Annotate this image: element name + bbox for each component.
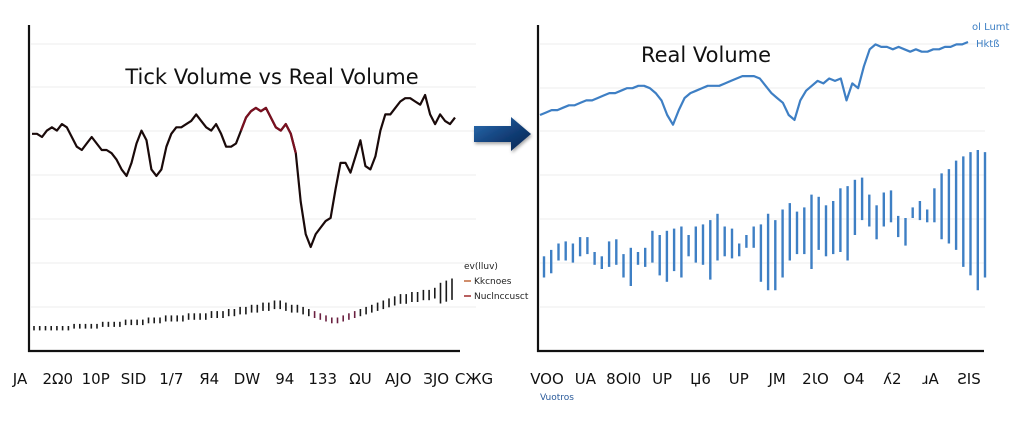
left-x-tick-label: 10P [82, 370, 110, 388]
right-x-tick-label: UP [729, 370, 749, 388]
tick-volume-line-highlight [239, 106, 297, 154]
right-x-tick-label: VOO [530, 370, 564, 388]
real-volume-chart: Real Volume VOO UA 8Ol0 UP Џ6 UP JM 2ƖO O4 ʎ2 ɹA ƧI… [530, 22, 1009, 403]
left-x-tick-label: ЗJO [423, 370, 449, 388]
tick-vs-real-volume-chart: Tick Volume vs Real Volume JA 2Ω0 10P SID 1/… [12, 25, 529, 388]
real-volume-line [539, 40, 969, 126]
right-x-tick-label: 8Ol0 [606, 370, 641, 388]
left-x-tick-label: 133 [308, 370, 337, 388]
left-x-tick-label: 2Ω0 [43, 370, 74, 388]
right-x-tick-label: ɹA [922, 370, 939, 388]
right-x-tick-labels: VOO UA 8Ol0 UP Џ6 UP JM 2ƖO O4 ʎ2 ɹA ƧIS [530, 370, 981, 388]
left-x-tick-label: CЖG [455, 370, 493, 388]
left-x-tick-label: 1/7 [159, 370, 183, 388]
right-x-tick-label: Џ6 [690, 370, 711, 388]
left-legend-entry-1: Kkcnoes [474, 277, 512, 287]
right-chart-title: Real Volume [641, 43, 771, 67]
tick-volume-line [32, 93, 456, 249]
left-x-tick-label: Я4 [199, 370, 219, 388]
left-legend: ev(lluv) Kkcnoes Nuclnccusct [464, 262, 529, 302]
right-volume-bars [542, 150, 987, 291]
left-x-tick-label: ΩU [349, 370, 371, 388]
right-x-tick-label: ƧIS [957, 370, 980, 388]
right-legend: ol Lumt Hktß [972, 22, 1010, 50]
left-x-tick-label: SID [121, 370, 147, 388]
right-x-tick-label: O4 [843, 370, 864, 388]
left-legend-entry-0: ev(lluv) [464, 262, 498, 272]
right-x-tick-label: UP [652, 370, 672, 388]
left-gridlines [31, 43, 476, 308]
left-x-tick-label: JA [12, 370, 28, 388]
right-legend-entry-1: Hktß [976, 39, 1000, 50]
left-x-tick-label: AJO [385, 370, 412, 388]
left-x-tick-labels: JA 2Ω0 10P SID 1/7 Я4 DW 94 133 ΩU AJO ЗJO CЖG [12, 370, 493, 388]
left-volume-bars [33, 278, 453, 331]
left-x-tick-label: 94 [275, 370, 294, 388]
left-legend-entry-2: Nuclnccusct [474, 292, 529, 302]
right-x-tick-label: ʎ2 [883, 370, 901, 388]
right-legend-entry-0: ol Lumt [972, 22, 1010, 33]
left-x-tick-label: DW [234, 370, 261, 388]
right-gridlines [540, 43, 985, 308]
right-x-tick-label: 2ƖO [802, 370, 829, 388]
right-x-tick-label: JM [768, 370, 786, 388]
left-chart-title: Tick Volume vs Real Volume [124, 65, 418, 89]
right-x-tick-label: UA [575, 370, 597, 388]
right-arrow-icon [474, 117, 531, 151]
right-x-axis-label: Vuotros [540, 393, 574, 403]
